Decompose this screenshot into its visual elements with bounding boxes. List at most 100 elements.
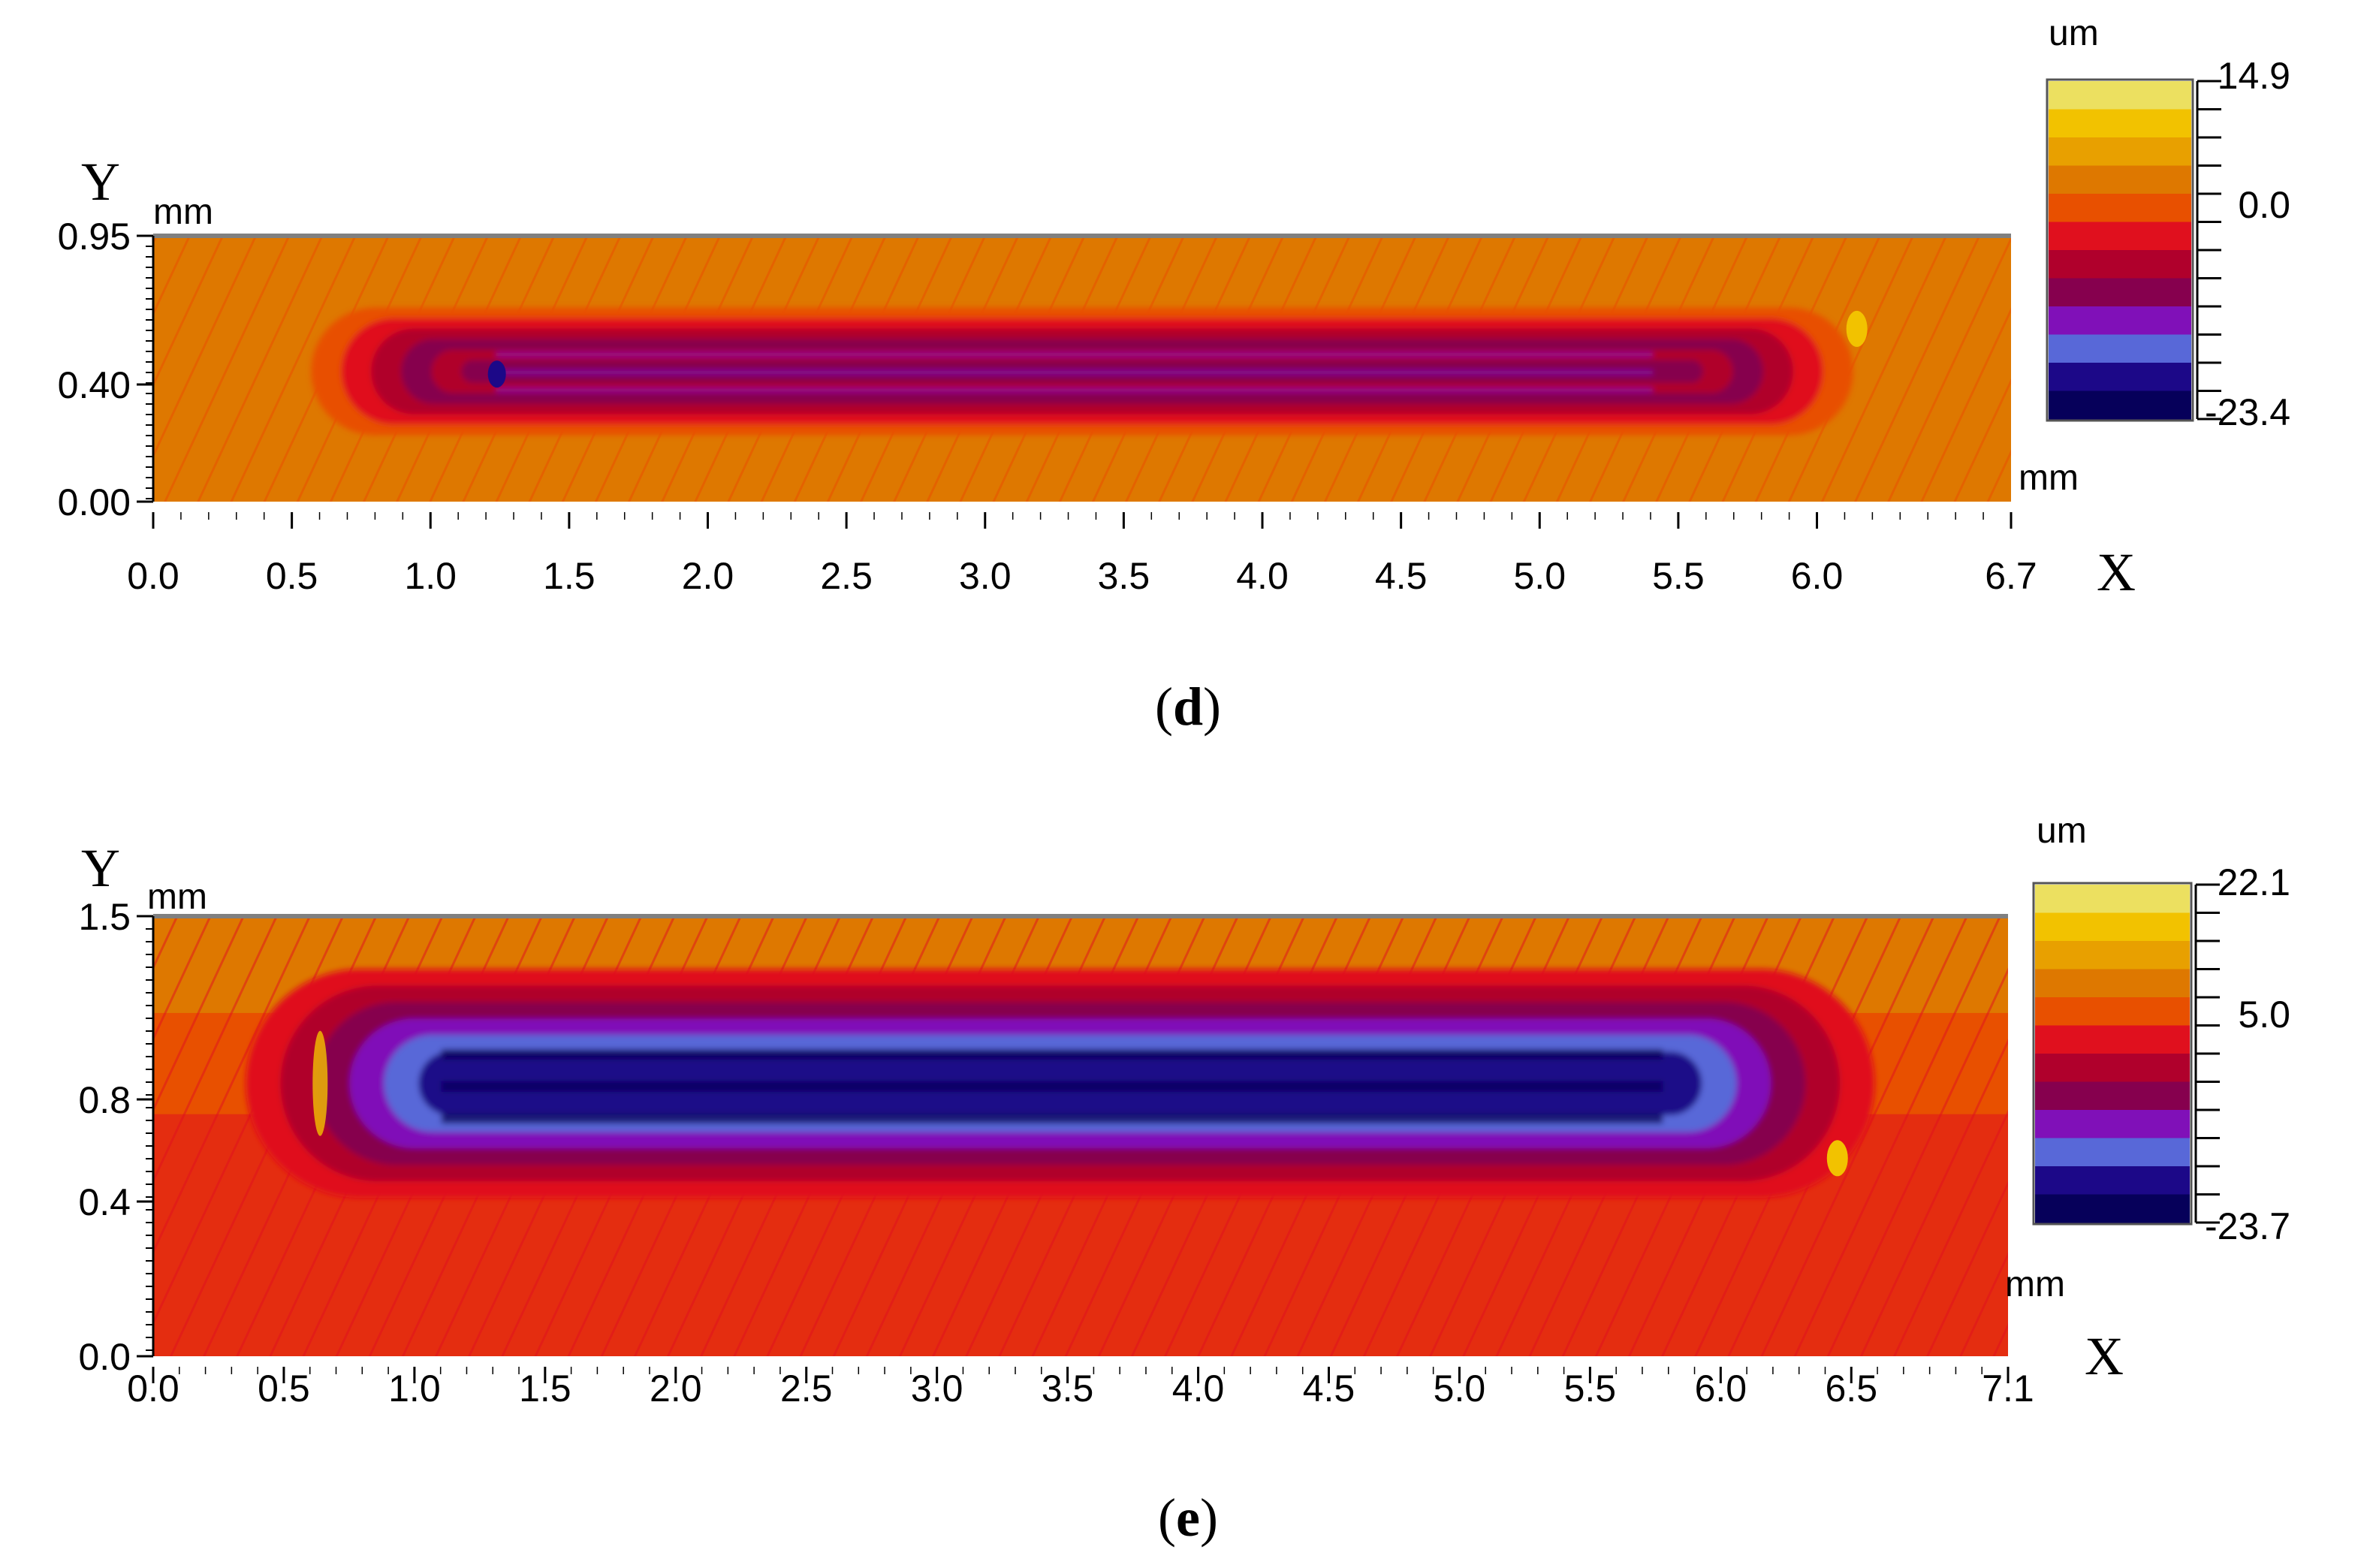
colorbar-segment-e <box>2035 912 2190 942</box>
x-tick-label-e: 6.0 <box>1695 1367 1747 1410</box>
x-tick-label-d: 6.0 <box>1791 555 1844 597</box>
axes-e: 1.5 0.8 0.4 0.00.0 0.5 1.0 1.5 2.0 2.5 3.0 3.5 4.0 4… <box>78 896 2034 1410</box>
rim-spot-e <box>1826 1140 1848 1177</box>
colorbar-segment-d <box>2049 194 2191 222</box>
groove-streak-e-1 <box>441 1081 1663 1092</box>
pit-spot-d <box>487 360 506 388</box>
x-tick-label-d: 4.5 <box>1375 555 1428 597</box>
x-tick-label-e: 6.5 <box>1826 1367 1878 1410</box>
x-tick-label-e: 2.0 <box>650 1367 702 1410</box>
y-tick-label-d: 0.95 <box>58 216 131 258</box>
caption-e: (e) <box>1158 1488 1218 1548</box>
x-tick-label-e: 5.5 <box>1564 1367 1617 1410</box>
x-tick-label-e: 0.5 <box>258 1367 310 1410</box>
chart-panel-d: 0.95 0.40 0.00 0.0 0.5 1.0 1.5 2.0 2.5 3.0 3.5 4.0 4… <box>0 0 2376 751</box>
groove-e <box>246 969 1875 1199</box>
groove-streak-d-2 <box>496 387 1653 393</box>
x-tick-label-e: 3.0 <box>911 1367 963 1410</box>
x-tick-label-d: 3.5 <box>1098 555 1150 597</box>
x-tick-label-d: 5.0 <box>1514 555 1566 597</box>
x-tick-label-d: 1.0 <box>404 555 457 597</box>
x-tick-label-d: 0.5 <box>266 555 318 597</box>
colorbar-segment-e <box>2035 1110 2190 1138</box>
groove-d <box>311 307 1853 436</box>
x-tick-label-e: 1.0 <box>388 1367 441 1410</box>
colorbar-segment-e <box>2035 1054 2190 1082</box>
colorbar-label-e: -23.7 <box>2205 1205 2290 1247</box>
colorbar-segment-e <box>2035 969 2190 998</box>
colorbar-segment-d <box>2049 334 2191 363</box>
colorbar-d: 14.9 0.0 -23.4 <box>2046 55 2290 433</box>
chart-panel-e: 1.5 0.8 0.4 0.0 0.0 0.5 1.0 1.5 2.0 2.5 3.0 3.5 4.0 4… <box>0 796 2376 1568</box>
colorbar-segment-d <box>2049 222 2191 251</box>
x-tick-label-d: 3.0 <box>959 555 1012 597</box>
x-tick-label-d: 2.5 <box>820 555 873 597</box>
x-tick-label-e: 0.0 <box>127 1367 179 1410</box>
colorbar-segment-e <box>2035 885 2190 913</box>
x-tick-label-e: 5.0 <box>1434 1367 1486 1410</box>
y-tick-label-e: 0.0 <box>78 1336 131 1378</box>
colorbar-segment-d <box>2049 363 2191 391</box>
x-tick-label-e: 7.1 <box>1982 1367 2034 1410</box>
colorbar-segment-d <box>2049 306 2191 335</box>
caption-d: (d) <box>1154 677 1221 737</box>
x-unit-e: mm <box>2005 1265 2065 1304</box>
z-unit-d: um <box>2049 14 2099 53</box>
colorbar-segment-e <box>2035 1138 2190 1167</box>
colorbar-label-e: 22.1 <box>2218 861 2290 903</box>
colorbar-label-d: 0.0 <box>2238 184 2290 226</box>
axes-d: 0.95 0.40 0.00 0.0 0.5 1.0 1.5 2.0 2.5 3.0 3.5 4.0 4… <box>58 216 2037 597</box>
colorbar-segment-e <box>2035 1081 2190 1111</box>
colorbar-segment-e <box>2035 1166 2190 1195</box>
groove-streak-d-0 <box>496 352 1653 357</box>
colorbar-segment-d <box>2049 250 2191 279</box>
y-tick-label-e: 0.8 <box>78 1079 131 1121</box>
colorbar-segment-e <box>2035 941 2190 969</box>
colorbar-segment-d <box>2049 109 2191 138</box>
colorbar-segment-d <box>2049 81 2191 110</box>
rim-spot-left-e <box>312 1030 328 1136</box>
y-tick-label-d: 0.40 <box>58 364 131 406</box>
heatmap-body-d <box>153 236 2011 502</box>
colorbar-segment-d <box>2049 278 2191 307</box>
x-tick-label-e: 2.5 <box>780 1367 833 1410</box>
y-axis-letter-e: Y <box>81 838 120 898</box>
x-tick-label-d: 5.5 <box>1652 555 1705 597</box>
colorbar-label-d: 14.9 <box>2218 55 2290 97</box>
z-unit-e: um <box>2037 811 2087 851</box>
colorbar-frame-e <box>2032 882 2193 1226</box>
x-tick-label-e: 1.5 <box>519 1367 571 1410</box>
x-tick-label-e: 4.0 <box>1172 1367 1225 1410</box>
y-tick-label-d: 0.00 <box>58 481 131 523</box>
colorbar-label-e: 5.0 <box>2238 994 2290 1036</box>
colorbar-e: 22.1 5.0 -23.7 <box>2032 861 2290 1247</box>
x-axis-letter-e: X <box>2085 1326 2124 1386</box>
panel-label-e: e <box>1176 1488 1200 1548</box>
colorbar-segment-d <box>2049 390 2191 420</box>
colorbar-segment-e <box>2035 1025 2190 1054</box>
x-unit-d: mm <box>2019 458 2079 498</box>
colorbar-frame-d <box>2046 78 2194 422</box>
colorbar-segment-d <box>2049 165 2191 194</box>
x-tick-label-e: 3.5 <box>1042 1367 1094 1410</box>
heatmap-d <box>153 236 2011 502</box>
y-unit-d: mm <box>153 192 213 232</box>
chart-d-svg: 0.95 0.40 0.00 0.0 0.5 1.0 1.5 2.0 2.5 3.0 3.5 4.0 4… <box>58 14 2290 602</box>
y-tick-label-e: 1.5 <box>78 896 131 938</box>
x-tick-label-d: 2.0 <box>682 555 734 597</box>
x-tick-label-d: 0.0 <box>127 555 179 597</box>
colorbar-label-d: -23.4 <box>2205 391 2290 433</box>
colorbar-segment-e <box>2035 997 2190 1026</box>
heatmap-body-e <box>153 916 2008 1356</box>
y-unit-e: mm <box>147 877 207 917</box>
colorbar-segment-e <box>2035 1194 2190 1223</box>
heatmap-e <box>153 916 2008 1356</box>
x-axis-letter-d: X <box>2097 542 2136 602</box>
chart-e-svg: 1.5 0.8 0.4 0.00.0 0.5 1.0 1.5 2.0 2.5 3.0 3.5 4.0 4… <box>78 811 2290 1410</box>
groove-streak-e-0 <box>441 1048 1663 1060</box>
x-tick-label-d: 4.0 <box>1236 555 1289 597</box>
rim-spot-d <box>1846 310 1868 347</box>
x-tick-label-e: 4.5 <box>1303 1367 1355 1410</box>
y-axis-letter-d: Y <box>81 152 120 212</box>
x-tick-label-d: 6.7 <box>1985 555 2037 597</box>
